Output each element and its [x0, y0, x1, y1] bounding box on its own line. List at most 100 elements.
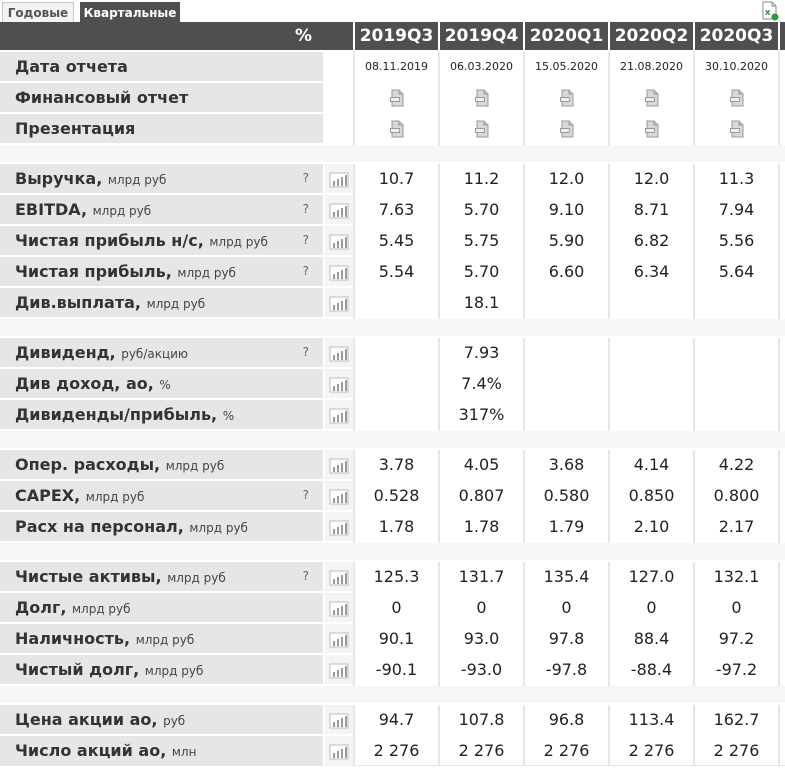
presentation-link[interactable]	[523, 112, 609, 145]
report-date: 30.10.2020	[693, 50, 779, 83]
metric-value: 97.8	[523, 622, 609, 655]
metric-value: 11.3	[693, 162, 779, 195]
metric-value: 131.7	[438, 560, 524, 593]
bar-chart-icon[interactable]	[329, 265, 349, 281]
help-icon[interactable]: ?	[302, 488, 309, 502]
pdf-icon	[389, 120, 403, 138]
help-icon[interactable]: ?	[302, 171, 309, 185]
bar-chart-icon[interactable]	[329, 570, 349, 586]
metric-value: 2 276	[693, 734, 779, 766]
financial-report-link[interactable]	[523, 81, 609, 114]
financial-report-link[interactable]	[353, 81, 439, 114]
bar-chart-icon[interactable]	[329, 234, 349, 250]
icon-spacer	[323, 112, 354, 144]
chart-button[interactable]	[323, 734, 354, 766]
chart-button[interactable]	[323, 398, 354, 430]
metric-value: -97.2	[693, 653, 779, 686]
metric-row: CAPEX, млрд руб? 0.528 0.807 0.580 0.850 0.80…	[0, 479, 785, 512]
help-icon[interactable]: ?	[302, 345, 309, 359]
tab-quarterly[interactable]: Квартальные	[80, 2, 180, 22]
presentation-link[interactable]	[608, 112, 694, 145]
excel-export-icon[interactable]: X	[760, 1, 780, 21]
financial-report-link[interactable]	[693, 81, 779, 114]
metric-value	[353, 398, 439, 431]
metric-value: 18.1	[438, 286, 524, 319]
metric-unit: руб	[163, 714, 186, 728]
bar-chart-icon[interactable]	[329, 408, 349, 424]
metric-label: Выручка, млрд руб?	[0, 162, 324, 194]
chart-button[interactable]	[323, 193, 354, 225]
metric-unit: млрд руб	[177, 266, 236, 280]
help-icon[interactable]: ?	[302, 569, 309, 583]
metric-value	[608, 336, 694, 369]
pdf-icon	[559, 89, 573, 107]
presentation-link[interactable]	[693, 112, 779, 145]
metric-label: Долг, млрд руб	[0, 591, 324, 623]
chart-button[interactable]	[323, 336, 354, 368]
chart-button[interactable]	[323, 479, 354, 511]
bar-chart-icon[interactable]	[329, 489, 349, 505]
metric-value: 0	[438, 591, 524, 624]
chart-button[interactable]	[323, 162, 354, 194]
metric-value: 5.54	[353, 255, 439, 288]
presentation-link[interactable]	[353, 112, 439, 145]
bar-chart-icon[interactable]	[329, 458, 349, 474]
section-gap	[0, 429, 785, 449]
chart-button[interactable]	[323, 224, 354, 256]
chart-button[interactable]	[323, 367, 354, 399]
presentation-link[interactable]	[438, 112, 524, 145]
chart-button[interactable]	[323, 448, 354, 480]
chart-button[interactable]	[323, 560, 354, 592]
metric-value: -90.1	[353, 653, 439, 686]
metric-label: Наличность, млрд руб	[0, 622, 324, 654]
financial-report-link[interactable]	[438, 81, 524, 114]
metric-name: Чистая прибыль н/с,	[15, 231, 204, 250]
row-edge	[778, 50, 785, 83]
bar-chart-icon[interactable]	[329, 663, 349, 679]
chart-button[interactable]	[323, 255, 354, 287]
metric-value: 90.1	[353, 622, 439, 655]
help-icon[interactable]: ?	[302, 233, 309, 247]
metric-unit: млрд руб	[85, 490, 145, 504]
bar-chart-icon[interactable]	[329, 744, 349, 760]
metric-name: CAPEX,	[15, 486, 81, 505]
chart-button[interactable]	[323, 591, 354, 623]
metric-label: Цена акции ао, руб	[0, 703, 324, 735]
metric-unit: млрд руб	[92, 204, 152, 218]
bar-chart-icon[interactable]	[329, 520, 349, 536]
metric-label: Расх на персонал, млрд руб	[0, 510, 324, 542]
metric-unit: млн	[171, 745, 197, 760]
icon-spacer	[323, 50, 354, 82]
section-gap	[0, 143, 785, 163]
metric-value	[608, 398, 694, 431]
bar-chart-icon[interactable]	[329, 296, 349, 312]
help-icon[interactable]: ?	[302, 264, 309, 278]
row-edge	[778, 510, 785, 543]
chart-button[interactable]	[323, 703, 354, 735]
metric-unit: %	[159, 378, 171, 392]
row-edge	[778, 286, 785, 319]
financial-report-link[interactable]	[608, 81, 694, 114]
chart-button[interactable]	[323, 653, 354, 685]
chart-button[interactable]	[323, 622, 354, 654]
bar-chart-icon[interactable]	[329, 713, 349, 729]
metric-value: 6.82	[608, 224, 694, 257]
chart-button[interactable]	[323, 510, 354, 542]
metric-name: Дивиденд,	[15, 343, 116, 362]
financial-table: % 2019Q3 2019Q4 2020Q1 2020Q2 2020Q3 Дат…	[0, 22, 785, 766]
bar-chart-icon[interactable]	[329, 172, 349, 188]
metric-unit: млрд руб	[209, 235, 268, 249]
metric-value: 5.70	[438, 193, 524, 226]
bar-chart-icon[interactable]	[329, 377, 349, 393]
report-date: 08.11.2019	[353, 50, 439, 83]
metric-unit: млрд руб	[146, 297, 206, 311]
bar-chart-icon[interactable]	[329, 632, 349, 648]
metric-value: 6.34	[608, 255, 694, 288]
bar-chart-icon[interactable]	[329, 203, 349, 219]
help-icon[interactable]: ?	[302, 202, 309, 216]
header-edge	[778, 22, 785, 51]
bar-chart-icon[interactable]	[329, 346, 349, 362]
chart-button[interactable]	[323, 286, 354, 318]
bar-chart-icon[interactable]	[329, 601, 349, 617]
tab-annual[interactable]: Годовые	[2, 2, 74, 22]
